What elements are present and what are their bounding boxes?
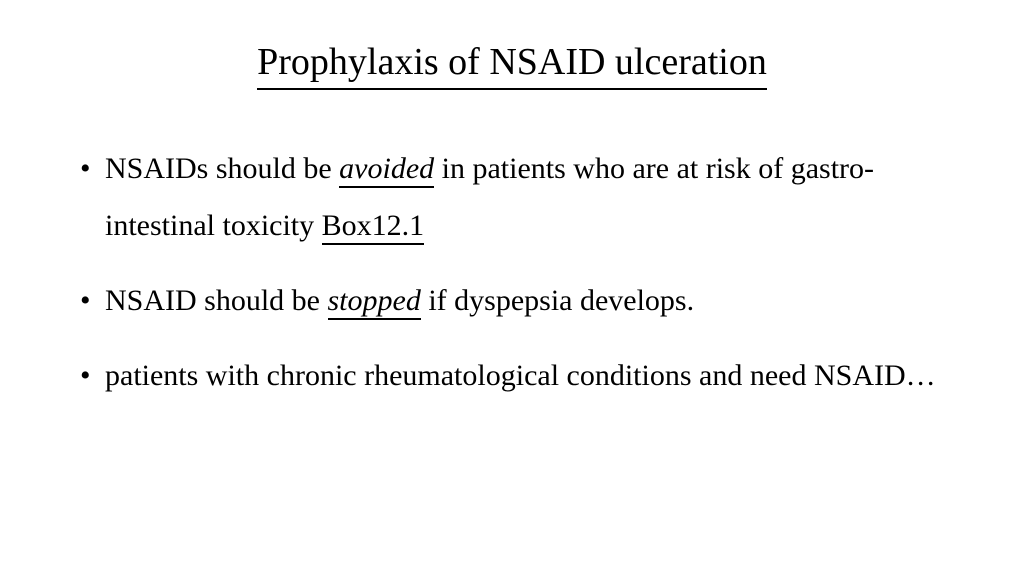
bullet-list: NSAIDs should be avoided in patients who… xyxy=(60,140,964,404)
slide-title: Prophylaxis of NSAID ulceration xyxy=(257,40,767,90)
emphasis-word: avoided xyxy=(339,152,434,188)
bullet-text-pre: NSAIDs should be xyxy=(105,152,339,185)
slide-title-container: Prophylaxis of NSAID ulceration xyxy=(60,40,964,90)
bullet-item: patients with chronic rheumatological co… xyxy=(80,347,964,404)
bullet-item: NSAIDs should be avoided in patients who… xyxy=(80,140,964,254)
bullet-text-pre: NSAID should be xyxy=(105,284,328,317)
box-reference: Box12.1 xyxy=(322,209,425,245)
bullet-item: NSAID should be stopped if dyspepsia dev… xyxy=(80,272,964,329)
bullet-text-pre: patients with chronic rheumatological co… xyxy=(105,359,936,392)
emphasis-word: stopped xyxy=(328,284,421,320)
bullet-text-mid: if dyspepsia develops. xyxy=(421,284,694,317)
